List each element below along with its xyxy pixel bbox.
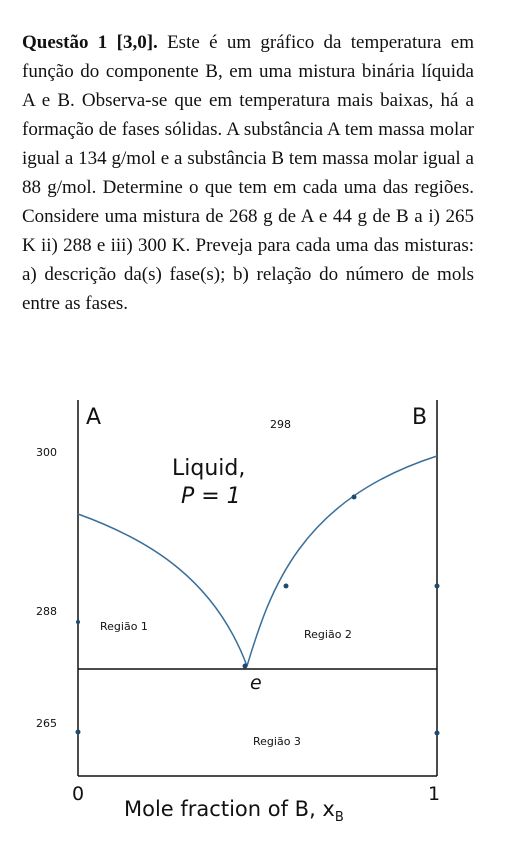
corner-label-a: A — [86, 405, 101, 430]
y-tick-300: 300 — [36, 446, 57, 459]
marker-liquidus-b-lower — [283, 583, 289, 589]
question-text: Questão 1 [3,0]. Este é um gráfico da te… — [22, 28, 474, 318]
region-3-label: Região 3 — [253, 735, 301, 748]
y-tick-288: 288 — [36, 605, 57, 618]
marker-liquidus-b-upper — [351, 494, 357, 500]
x-axis-title: Mole fraction of B, xB — [124, 797, 344, 825]
y-tick-265: 265 — [36, 717, 57, 730]
x-max-label: 1 — [428, 783, 440, 805]
corner-label-b: B — [412, 405, 427, 430]
x-axis-title-text: Mole fraction of B, x — [124, 797, 335, 821]
liquidus-curve-b — [246, 455, 438, 667]
region-1-label: Região 1 — [100, 620, 148, 633]
marker-left-axis-265 — [75, 729, 81, 735]
question-body: Este é um gráfico da temperatura em funç… — [22, 32, 475, 314]
marker-right-axis-upper — [434, 583, 440, 589]
liquid-label: Liquid, — [172, 456, 245, 481]
eutectic-label: e — [250, 672, 262, 694]
region-2-label: Região 2 — [304, 628, 352, 641]
liquidus-curve-a — [77, 513, 248, 667]
marker-right-axis-lower — [434, 730, 440, 736]
x-axis-title-subscript: B — [335, 810, 344, 825]
marker-left-axis-288 — [76, 620, 80, 624]
phase-count-label: P = 1 — [181, 484, 241, 509]
top-tick-label: 298 — [270, 418, 291, 431]
marker-eutectic-point — [242, 663, 248, 669]
question-heading: Questão 1 [3,0]. — [22, 32, 158, 53]
x-min-label: 0 — [72, 783, 84, 805]
